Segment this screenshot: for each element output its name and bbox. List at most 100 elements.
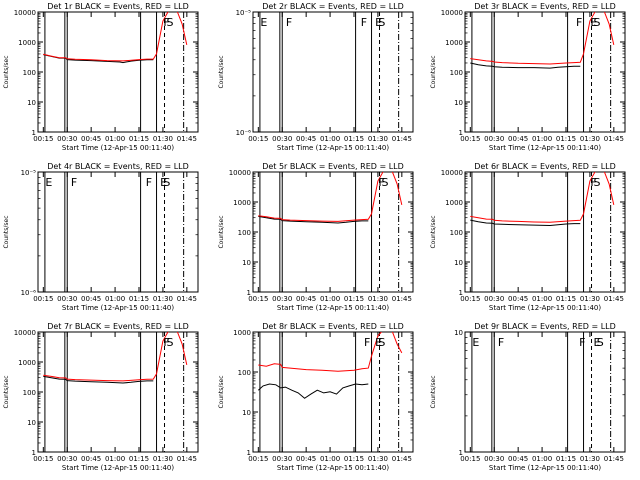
panel-1-events-series-line [43, 54, 154, 64]
panel-4-marker-f: F [146, 176, 152, 189]
panel-3-marker-s: S [594, 16, 601, 29]
panel-5-y-tick-label: 1 [247, 289, 251, 297]
panel-9-x-tick-label: 01:30 [580, 455, 600, 463]
panel-4-title: Det 4r BLACK = Events, RED = LLD [47, 162, 189, 171]
panel-8-marker-e: E [375, 336, 382, 349]
panel-5-events-series-line [258, 215, 369, 224]
panel-2-title: Det 2r BLACK = Events, RED = LLD [262, 2, 404, 11]
panel-7-x-axis-label: Start Time (12-Apr-15 00:11:40) [62, 464, 174, 472]
panel-3-y-tick-label: 100 [450, 69, 463, 77]
panel-2-x-tick-label: 00:15 [248, 135, 268, 143]
panel-8-y-tick-label: 100 [238, 369, 251, 377]
panel-3-x-tick-label: 01:45 [604, 135, 624, 143]
panel-7-x-tick-label: 00:30 [57, 455, 77, 463]
panel-7-marker-f: F [163, 336, 169, 349]
panel-7-marker-s: S [167, 336, 174, 349]
panel-8-y-tick-label: 10 [242, 409, 251, 417]
panel-2-x-tick-label: 00:45 [296, 135, 316, 143]
panel-4-x-tick-label: 01:00 [105, 295, 125, 303]
panel-7-x-tick-label: 01:45 [177, 455, 197, 463]
panel-7-y-tick-label: 10 [27, 419, 36, 427]
panel-4-marker-f: F [71, 176, 77, 189]
panel-9-x-tick-label: 01:15 [556, 455, 576, 463]
panel-3-y-tick-label: 10000 [441, 9, 463, 17]
panel-6-plot-frame [464, 171, 626, 293]
panel-3-events-series-line [470, 62, 581, 69]
panel-1-marker-f: F [163, 16, 169, 29]
panel-5-lld-series-line [258, 172, 403, 222]
panel-3-x-tick-label: 01:30 [580, 135, 600, 143]
panel-4-x-tick-label: 00:45 [81, 295, 101, 303]
panel-3-x-tick-label: 01:00 [532, 135, 552, 143]
panel-1-marker-s: S [167, 16, 174, 29]
panel-6-x-tick-label: 01:45 [604, 295, 624, 303]
panel-2-marker-f: F [286, 16, 292, 29]
panel-8-x-tick-label: 01:00 [320, 455, 340, 463]
panel-9-y-tick-label: 10 [454, 329, 463, 337]
panel-7-x-tick-label: 00:45 [81, 455, 101, 463]
panel-1-x-tick-label: 00:15 [33, 135, 53, 143]
panel-3-x-axis-label: Start Time (12-Apr-15 00:11:40) [489, 144, 601, 152]
panel-7-y-tick-label: 10000 [14, 329, 36, 337]
panel-9-x-axis-label: Start Time (12-Apr-15 00:11:40) [489, 464, 601, 472]
panel-2-marker-f: F [361, 16, 367, 29]
panel-3-y-tick-label: 1 [459, 129, 463, 137]
panel-6-x-axis-label: Start Time (12-Apr-15 00:11:40) [489, 304, 601, 312]
panel-8-plot-frame [252, 331, 414, 453]
panel-5-x-tick-label: 01:00 [320, 295, 340, 303]
panel-6-y-axis-label: Counts/sec [430, 215, 437, 248]
panel-1-x-axis-label: Start Time (12-Apr-15 00:11:40) [62, 144, 174, 152]
panel-8-x-tick-label: 01:30 [368, 455, 388, 463]
panel-4-x-axis-label: Start Time (12-Apr-15 00:11:40) [62, 304, 174, 312]
panel-1-x-tick-label: 01:15 [129, 135, 149, 143]
panel-7-title: Det 7r BLACK = Events, RED = LLD [47, 322, 189, 331]
panel-4-marker-e: E [160, 176, 167, 189]
panel-3-y-tick-label: 1000 [445, 39, 463, 47]
panel-9-x-tick-label: 00:15 [460, 455, 480, 463]
panel-1-x-tick-label: 01:45 [177, 135, 197, 143]
panel-3-plot-frame [464, 11, 626, 133]
panel-6-y-tick-label: 1000 [445, 199, 463, 207]
panel-8-x-tick-label: 00:45 [296, 455, 316, 463]
panel-1-x-tick-label: 01:30 [153, 135, 173, 143]
panel-7-lld-series-line [43, 332, 188, 382]
panel-3-marker-f: F [576, 16, 582, 29]
panel-1-y-tick-label: 1 [32, 129, 36, 137]
panel-1-plot-frame [37, 11, 199, 133]
panel-9-marker-f: F [498, 336, 504, 349]
panel-9-y-tick-label: 1 [459, 449, 463, 457]
panel-9-plot-frame [464, 331, 626, 453]
panel-4-y-tick-label: 10⁻⁶ [21, 289, 37, 297]
panel-1-x-tick-label: 00:30 [57, 135, 77, 143]
panel-8-y-axis-label: Counts/sec [218, 375, 225, 408]
panel-2-x-tick-label: 01:30 [368, 135, 388, 143]
panel-4-marker-e: E [45, 176, 52, 189]
panel-2-x-tick-label: 01:45 [392, 135, 412, 143]
panel-4-x-tick-label: 01:45 [177, 295, 197, 303]
panel-2-plot-frame [252, 11, 414, 133]
panel-6-y-tick-label: 10000 [441, 169, 463, 177]
panel-3-x-tick-label: 00:30 [484, 135, 504, 143]
panel-4-y-tick-label: 10⁻⁵ [21, 169, 37, 177]
panel-4-x-tick-label: 01:15 [129, 295, 149, 303]
panel-5-x-tick-label: 00:30 [272, 295, 292, 303]
panel-9-marker-e: E [594, 336, 601, 349]
panel-6-y-tick-label: 100 [450, 229, 463, 237]
panel-6-x-tick-label: 01:15 [556, 295, 576, 303]
panel-9-y-axis-label: Counts/sec [430, 375, 437, 408]
panel-8-marker-f: F [364, 336, 370, 349]
panel-1-x-tick-label: 00:45 [81, 135, 101, 143]
panel-9-x-tick-label: 01:00 [532, 455, 552, 463]
panel-7-events-series-line [43, 375, 154, 384]
panel-7-x-tick-label: 01:15 [129, 455, 149, 463]
panel-1-y-axis-label: Counts/sec [3, 55, 10, 88]
panel-4-plot-frame [37, 171, 199, 293]
panel-1-y-tick-label: 10000 [14, 9, 36, 17]
panel-8-title: Det 8r BLACK = Events, RED = LLD [262, 322, 404, 331]
panel-1-y-tick-label: 1000 [18, 39, 36, 47]
panel-5-y-tick-label: 100 [238, 229, 251, 237]
panel-6-marker-s: S [594, 176, 601, 189]
panel-3-x-tick-label: 01:15 [556, 135, 576, 143]
panel-7-x-tick-label: 00:15 [33, 455, 53, 463]
panel-2-y-axis-label: Counts/sec [218, 55, 225, 88]
